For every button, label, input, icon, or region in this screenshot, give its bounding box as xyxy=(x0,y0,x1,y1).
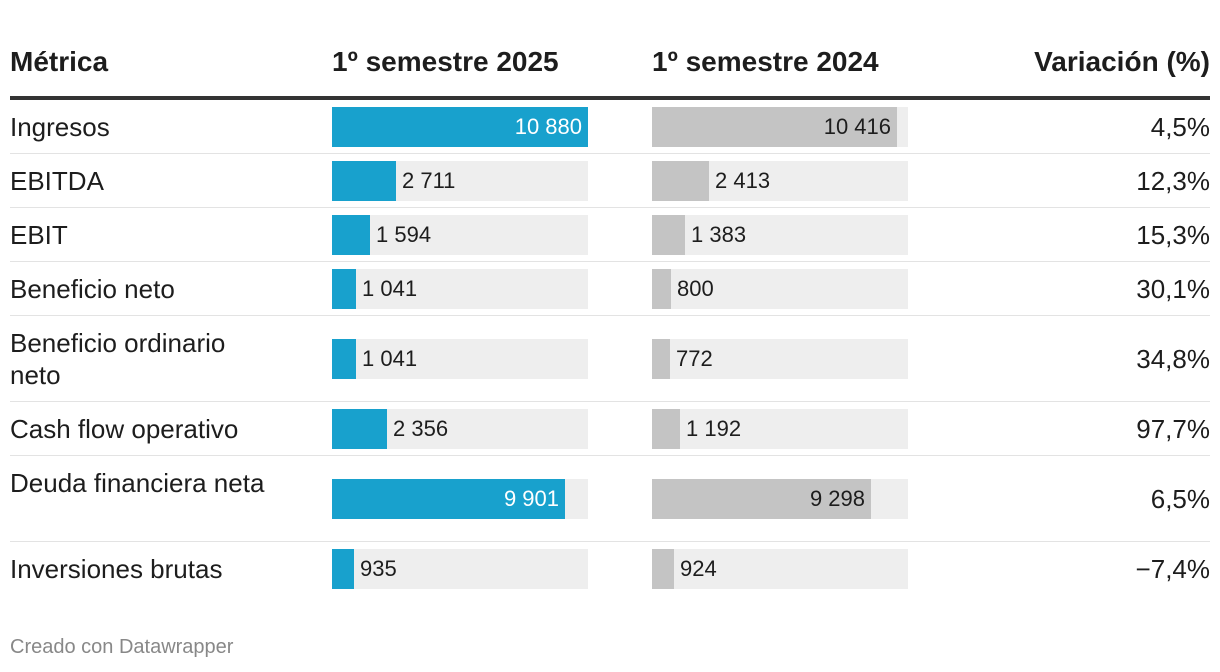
metric-label: Cash flow operativo xyxy=(10,414,239,444)
table-row: EBIT 1 594 1 383 15,3% xyxy=(10,208,1210,262)
bar-2025-track: 9 901 xyxy=(332,479,588,519)
bar-2025-track: 935 xyxy=(332,549,588,589)
bar-2025 xyxy=(332,215,370,255)
bar-2024-value-label: 9 298 xyxy=(809,486,865,511)
bar-2024 xyxy=(652,107,897,147)
bar-2025 xyxy=(332,339,356,379)
table-row: Beneficio neto 1 041 800 30,1% xyxy=(10,262,1210,316)
variation-value: 12,3% xyxy=(1136,166,1210,196)
metric-label: Beneficio ordinario neto xyxy=(10,328,226,390)
table-row: Inversiones brutas 935 924 −7,4% xyxy=(10,542,1210,596)
table-row: EBITDA 2 711 2 413 12,3% xyxy=(10,154,1210,208)
header-2024: 1º semestre 2024 xyxy=(652,46,879,77)
table-row: Beneficio ordinario neto 1 041 772 34,8% xyxy=(10,316,1210,402)
bar-2025-value-label: 10 880 xyxy=(514,114,582,139)
variation-value: 30,1% xyxy=(1136,274,1210,304)
bar-2024 xyxy=(652,161,709,201)
bar-2024 xyxy=(652,479,871,519)
bar-2024-value-label: 800 xyxy=(677,276,714,301)
table-body: Ingresos 10 880 10 416 4,5% EBITDA 2 711 2 413… xyxy=(10,100,1210,596)
bar-2024-track: 1 383 xyxy=(652,215,908,255)
bar-2024 xyxy=(652,215,685,255)
bar-2025 xyxy=(332,479,565,519)
variation-value: 15,3% xyxy=(1136,220,1210,250)
metric-label: Deuda financiera neta xyxy=(10,468,265,498)
bar-2024-value-label: 2 413 xyxy=(715,168,771,193)
bar-2024 xyxy=(652,339,670,379)
table-row: Ingresos 10 880 10 416 4,5% xyxy=(10,100,1210,154)
bar-2025-value-label: 1 594 xyxy=(376,222,432,247)
bar-2025-track: 2 356 xyxy=(332,409,588,449)
bar-2025-track: 1 594 xyxy=(332,215,588,255)
variation-value: 97,7% xyxy=(1136,414,1210,444)
variation-value: 34,8% xyxy=(1136,344,1210,374)
bar-2024 xyxy=(652,549,674,589)
header-2025: 1º semestre 2025 xyxy=(332,46,559,77)
bar-2024-track: 800 xyxy=(652,269,908,309)
bar-2025-track: 2 711 xyxy=(332,161,588,201)
bar-2024-track: 9 298 xyxy=(652,479,908,519)
data-table: Métrica 1º semestre 2025 1º semestre 202… xyxy=(10,0,1210,596)
bar-2025 xyxy=(332,549,354,589)
header-variation: Variación (%) xyxy=(1034,46,1210,77)
bar-2025-value-label: 1 041 xyxy=(362,346,418,371)
bar-2025 xyxy=(332,269,356,309)
bar-2024-track: 772 xyxy=(652,339,908,379)
metric-label: Beneficio neto xyxy=(10,274,175,304)
bar-2024-value-label: 1 192 xyxy=(686,416,742,441)
bar-2024-track: 2 413 xyxy=(652,161,908,201)
bar-2025-track: 10 880 xyxy=(332,107,588,147)
table-header: Métrica 1º semestre 2025 1º semestre 202… xyxy=(10,0,1210,100)
bar-2024-value-label: 924 xyxy=(680,556,717,581)
bar-2025 xyxy=(332,107,588,147)
variation-value: −7,4% xyxy=(1135,554,1210,584)
bar-2025 xyxy=(332,161,396,201)
metric-label: Inversiones brutas xyxy=(10,554,223,584)
header-metric: Métrica xyxy=(10,46,109,77)
bar-2025-value-label: 935 xyxy=(360,556,397,581)
bar-2024-value-label: 10 416 xyxy=(823,114,891,139)
variation-value: 6,5% xyxy=(1150,484,1210,514)
table-row: Cash flow operativo 2 356 1 192 97,7% xyxy=(10,402,1210,456)
bar-2024 xyxy=(652,409,680,449)
bar-2025-value-label: 2 711 xyxy=(402,168,456,193)
bar-2024-value-label: 772 xyxy=(676,346,713,371)
bar-2025-track: 1 041 xyxy=(332,339,588,379)
bar-2025 xyxy=(332,409,387,449)
bar-2024-value-label: 1 383 xyxy=(691,222,747,247)
bar-2024-track: 10 416 xyxy=(652,107,908,147)
metric-label: EBITDA xyxy=(10,166,104,196)
metric-label: EBIT xyxy=(10,220,68,250)
bar-2025-value-label: 1 041 xyxy=(362,276,418,301)
table-row: Deuda financiera neta 9 901 9 298 6,5% xyxy=(10,456,1210,542)
metric-label: Ingresos xyxy=(10,112,110,142)
bar-2024-track: 1 192 xyxy=(652,409,908,449)
bar-2025-track: 1 041 xyxy=(332,269,588,309)
bar-2025-value-label: 9 901 xyxy=(503,486,559,511)
footer-credit: Creado con Datawrapper xyxy=(10,636,234,658)
bar-2024-track: 924 xyxy=(652,549,908,589)
bar-2024 xyxy=(652,269,671,309)
bar-2025-value-label: 2 356 xyxy=(393,416,449,441)
variation-value: 4,5% xyxy=(1150,112,1210,142)
